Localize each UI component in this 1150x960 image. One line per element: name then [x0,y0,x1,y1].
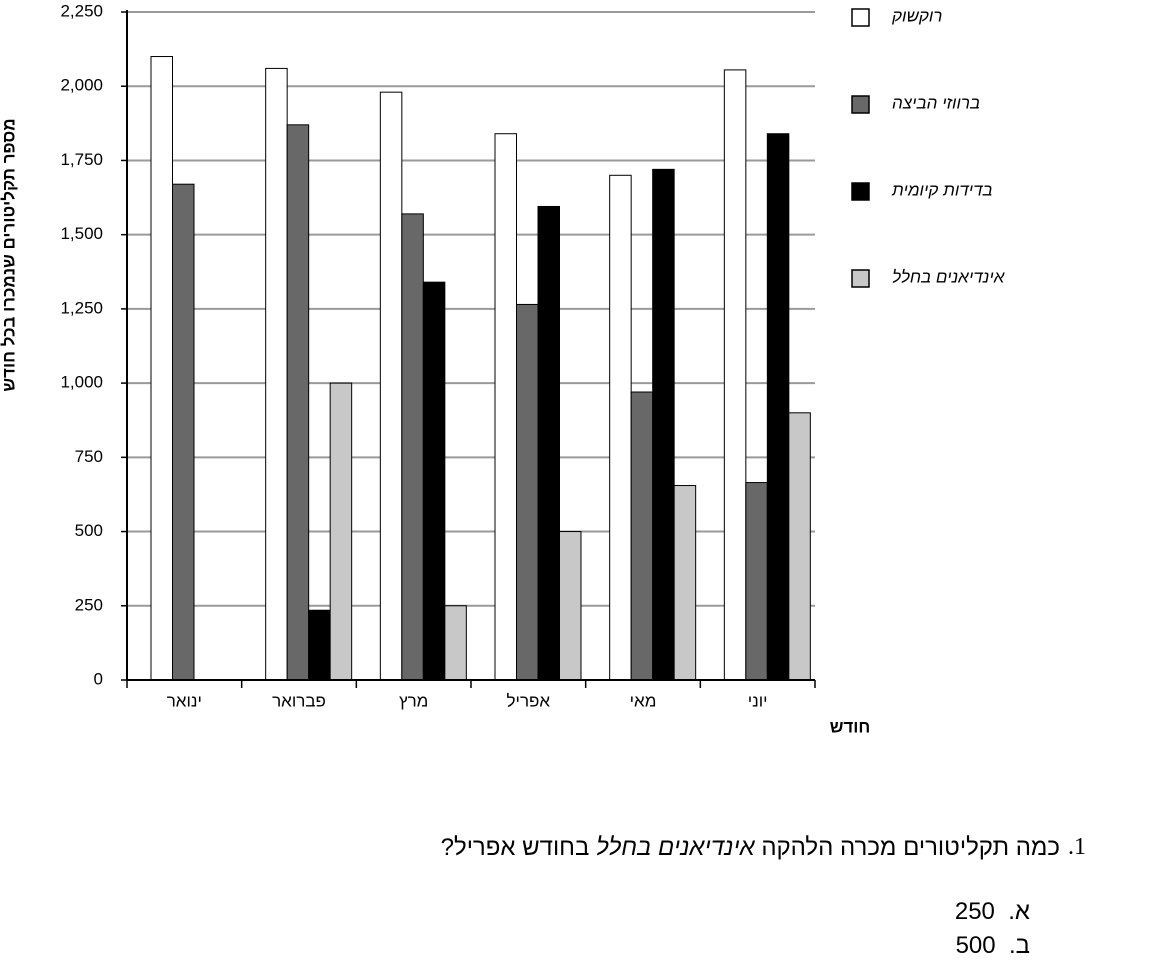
x-tick-label: אפריל [507,691,551,710]
x-tick-label: מאי [630,691,657,710]
option-value: 250 [954,898,995,925]
bar [788,412,811,681]
y-tick-label: 1,000 [60,373,103,392]
bar [630,391,654,681]
bar [172,183,195,681]
legend-swatch [851,95,870,114]
y-tick-label: 2,250 [60,1,103,20]
question-number: 1. [1068,834,1086,860]
bar [516,303,539,681]
bar [652,168,675,681]
bar [329,382,353,681]
legend-swatch [851,8,870,27]
legend-label: אינדיאנים בחלל [892,267,1005,286]
y-tick-label: 250 [75,595,103,614]
legend-swatch [851,182,870,201]
bar [723,69,747,681]
option-letter: א. [1008,898,1030,925]
y-tick-label: 750 [75,447,103,466]
bar [766,133,790,681]
bar [379,91,403,681]
x-axis-label: חודש [830,717,871,736]
bar [422,281,446,681]
legend-label: רוקשוק [891,6,942,25]
bar [494,133,517,681]
bar [308,609,331,681]
x-tick-label: פברואר [272,691,326,710]
legend-label: ברווזי הביצה [892,93,980,112]
bar [559,531,582,681]
legend-swatch [851,269,870,288]
bar [444,605,467,681]
legend-label: בדידות קיומית [891,180,993,199]
question-part: בחודש אפריל? [440,834,590,861]
option: ב. 500 [956,932,1030,960]
y-tick-label: 1,500 [60,224,103,243]
x-tick-label: ינואר [167,691,202,710]
y-tick-label: 0 [94,669,103,688]
y-tick-label: 500 [75,521,103,540]
bar [537,205,560,681]
bar [673,485,697,681]
bar [401,213,424,681]
bar [609,174,632,681]
x-tick-label: יוני [748,691,768,710]
bar [265,67,288,681]
question-text: כמה תקליטורים מכרה הלהקה אינדיאנים בחלל … [441,834,1060,862]
bar [150,56,173,681]
y-tick-label: 1,750 [60,150,103,169]
question-part: כמה תקליטורים מכרה הלהקה [761,834,1060,861]
y-axis-label: מספר תקליטורים שנמכרו בכל חודש [0,118,18,391]
bar [286,124,310,681]
x-tick-label: מרץ [399,691,428,710]
bar [745,482,768,681]
y-tick-label: 2,000 [60,76,103,95]
band-name: אינדיאנים בחלל [596,834,755,861]
y-tick-label: 1,250 [60,298,103,317]
option: א. 250 [955,898,1030,926]
